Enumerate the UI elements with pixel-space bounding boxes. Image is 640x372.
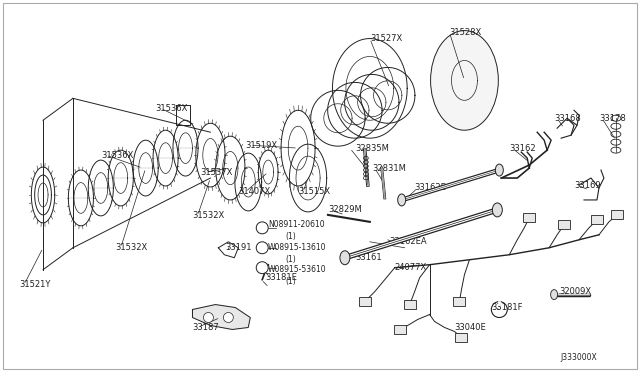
Text: 31519X: 31519X bbox=[245, 141, 277, 150]
Bar bbox=[611, 211, 623, 219]
Text: 31521Y: 31521Y bbox=[19, 280, 51, 289]
Polygon shape bbox=[193, 305, 250, 330]
Text: (1): (1) bbox=[285, 277, 296, 286]
Bar bbox=[524, 214, 535, 222]
Text: 33178: 33178 bbox=[599, 114, 626, 123]
Text: 32009X: 32009X bbox=[559, 287, 591, 296]
Text: 31536X: 31536X bbox=[156, 104, 188, 113]
Ellipse shape bbox=[431, 31, 499, 130]
Text: 33162: 33162 bbox=[509, 144, 536, 153]
Ellipse shape bbox=[397, 194, 406, 206]
Circle shape bbox=[256, 222, 268, 234]
Ellipse shape bbox=[550, 290, 557, 299]
Text: 33162E: 33162E bbox=[415, 183, 447, 192]
Circle shape bbox=[256, 262, 268, 274]
Text: N08911-20610: N08911-20610 bbox=[268, 220, 325, 230]
Bar bbox=[394, 325, 406, 334]
Bar bbox=[359, 297, 371, 306]
Circle shape bbox=[204, 312, 213, 323]
Text: 33168: 33168 bbox=[554, 114, 581, 123]
Text: 31407X: 31407X bbox=[238, 187, 271, 196]
Bar bbox=[456, 333, 467, 342]
Text: 33040E: 33040E bbox=[454, 323, 486, 332]
Text: (1): (1) bbox=[285, 255, 296, 264]
Bar bbox=[404, 300, 415, 309]
Text: 32829M: 32829M bbox=[328, 205, 362, 214]
Ellipse shape bbox=[492, 203, 502, 217]
Text: 31527X: 31527X bbox=[370, 34, 402, 43]
Text: 24077X: 24077X bbox=[395, 263, 427, 272]
Text: 33161: 33161 bbox=[355, 253, 381, 262]
Text: W08915-13610: W08915-13610 bbox=[268, 243, 326, 252]
Circle shape bbox=[256, 242, 268, 254]
Text: 33181E: 33181E bbox=[265, 273, 297, 282]
Text: 33162EA: 33162EA bbox=[390, 237, 428, 246]
Text: 33191: 33191 bbox=[225, 243, 252, 252]
Text: J333000X: J333000X bbox=[560, 353, 597, 362]
Text: W: W bbox=[259, 265, 265, 270]
Bar bbox=[591, 215, 603, 224]
Bar bbox=[454, 297, 465, 306]
Text: 31532X: 31532X bbox=[193, 211, 225, 220]
Text: 31532X: 31532X bbox=[116, 243, 148, 252]
Text: W: W bbox=[259, 245, 265, 250]
Ellipse shape bbox=[340, 251, 350, 265]
Text: W08915-53610: W08915-53610 bbox=[268, 265, 327, 274]
Text: 31537X: 31537X bbox=[200, 167, 233, 177]
Text: 32831M: 32831M bbox=[372, 164, 406, 173]
Ellipse shape bbox=[495, 164, 503, 176]
Text: 31528X: 31528X bbox=[449, 28, 482, 37]
Text: 33181F: 33181F bbox=[492, 303, 523, 312]
Text: (1): (1) bbox=[285, 232, 296, 241]
Bar bbox=[558, 220, 570, 229]
Text: 33187: 33187 bbox=[193, 323, 220, 332]
Text: 31536X: 31536X bbox=[101, 151, 133, 160]
Circle shape bbox=[223, 312, 234, 323]
Text: 31515X: 31515X bbox=[298, 187, 330, 196]
Text: N: N bbox=[260, 225, 264, 230]
Text: 32835M: 32835M bbox=[355, 144, 388, 153]
Text: 33169: 33169 bbox=[574, 180, 601, 189]
